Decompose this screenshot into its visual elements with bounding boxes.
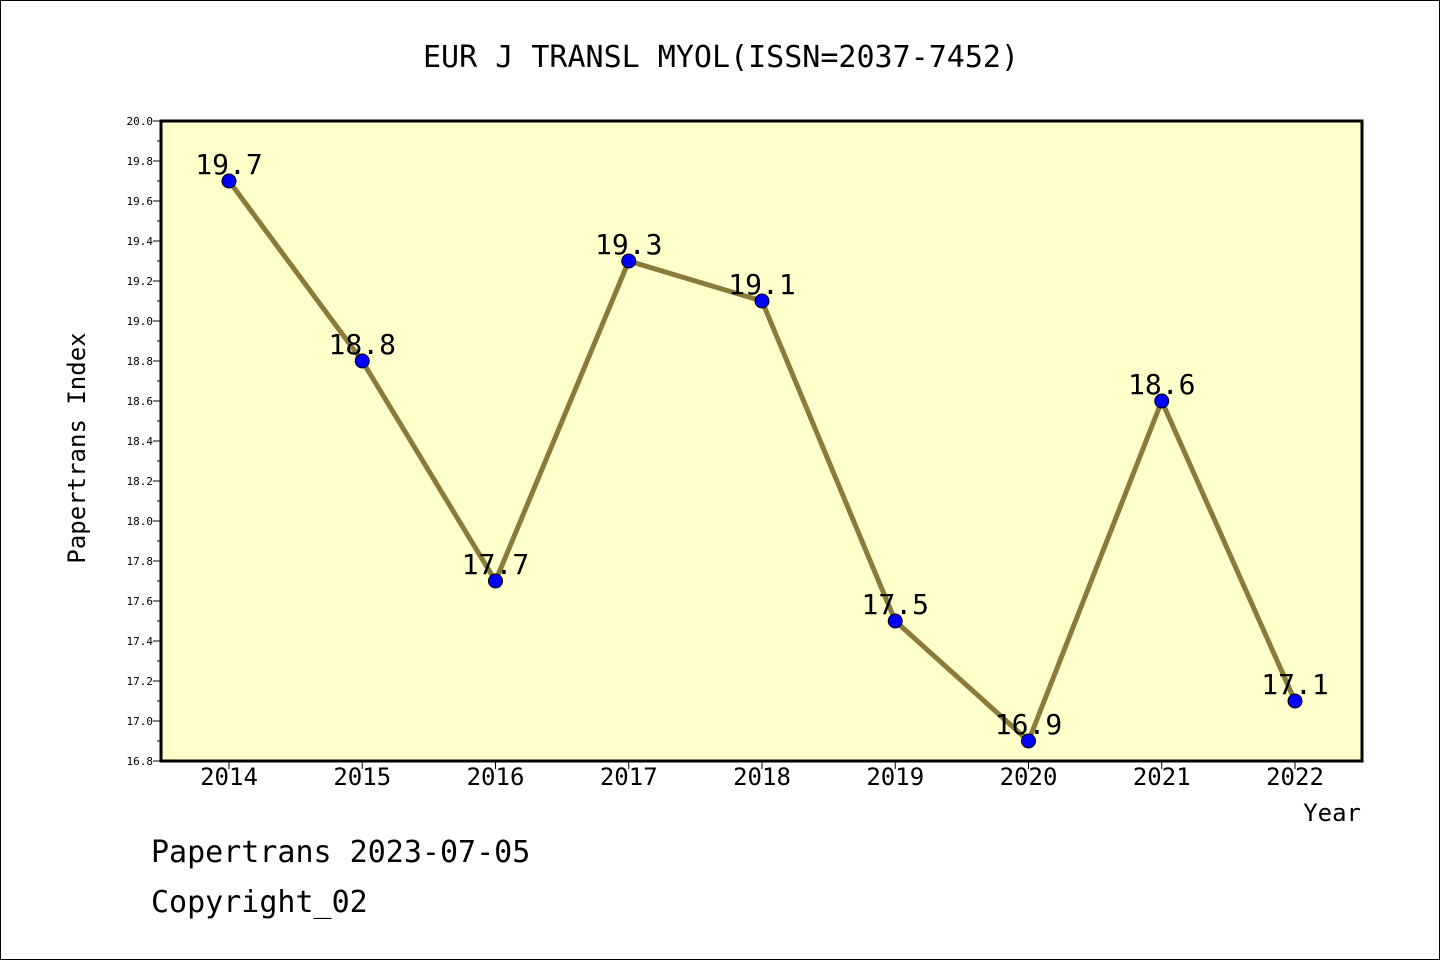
data-point [887,613,903,629]
chart-title: EUR J TRANSL MYOL(ISSN=2037-7452) [423,40,1019,75]
x-tick-label: 2021 [1133,763,1191,791]
y-tick-label: 18.6 [127,395,154,408]
y-tick-label: 18.2 [127,475,154,488]
data-point [221,173,237,189]
data-label: 19.1 [728,268,795,301]
data-label: 18.6 [1128,368,1195,401]
x-tick-label: 2019 [866,763,924,791]
y-tick-label: 17.2 [127,675,154,688]
x-axis-title: Year [1303,799,1361,827]
y-tick-label: 18.4 [127,435,154,448]
y-tick-label: 18.8 [127,355,154,368]
data-label: 19.3 [595,228,662,261]
y-tick-label: 19.8 [127,155,154,168]
y-tick-label: 17.0 [127,715,154,728]
footer-date: Papertrans 2023-07-05 [151,835,531,870]
data-point [754,293,770,309]
y-tick-label: 17.6 [127,595,154,608]
x-tick-label: 2022 [1266,763,1324,791]
data-point [354,353,370,369]
data-labels: 19.7 18.8 17.7 19.3 19.1 17.5 16.9 18.6 17.1 [195,148,1328,741]
y-tick-label: 20.0 [127,115,154,128]
x-axis-ticks: 2014 2015 2016 2017 2018 2019 2020 2021 2022 [200,761,1324,791]
x-tick-label: 2014 [200,763,258,791]
y-axis-title: Papertrans Index [63,332,91,563]
data-point [488,573,503,589]
x-tick-label: 2016 [467,763,525,791]
data-label: 16.9 [995,708,1062,741]
plot-area [159,119,1364,763]
data-label: 17.7 [462,548,529,581]
y-axis-ticks: 16.8 17.0 17.2 17.4 17.6 17.8 18.0 18.2 18.4 18.6… [127,115,161,768]
y-tick-label: 17.4 [127,635,154,648]
x-tick-label: 2018 [733,763,791,791]
data-label: 18.8 [329,328,396,361]
data-point [621,253,637,269]
y-tick-label: 19.0 [127,315,154,328]
data-label: 17.1 [1261,668,1328,701]
y-tick-label: 16.8 [127,755,154,768]
data-label: 17.5 [862,588,929,621]
footer-copyright: Copyright_02 [151,885,368,920]
data-point [1287,693,1303,709]
y-tick-label: 17.8 [127,555,154,568]
y-tick-label: 18.0 [127,515,154,528]
y-tick-label: 19.2 [127,275,154,288]
x-tick-label: 2020 [1000,763,1058,791]
y-tick-label: 19.6 [127,195,154,208]
data-label: 19.7 [195,148,262,181]
y-tick-label: 19.4 [127,235,154,248]
data-point [1021,733,1036,749]
data-points [221,173,1303,749]
x-tick-label: 2017 [600,763,658,791]
data-point [1154,393,1170,409]
x-tick-label: 2015 [333,763,391,791]
